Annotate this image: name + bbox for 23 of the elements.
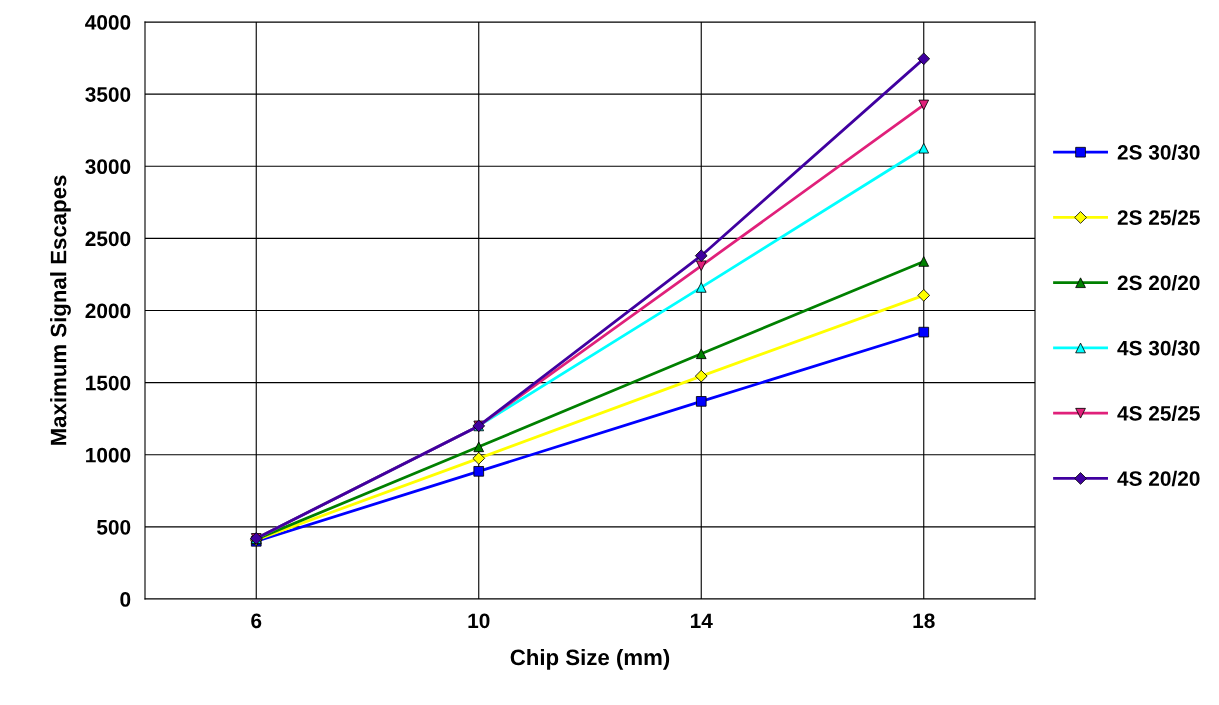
legend-label: 4S 20/20 xyxy=(1117,470,1200,487)
point xyxy=(473,466,485,477)
y-tick-label: 500 xyxy=(97,519,131,535)
y-tick-label: 0 xyxy=(120,592,131,607)
y-tick-label: 1500 xyxy=(86,375,131,391)
legend-label: 4S 25/25 xyxy=(1117,405,1200,421)
y-tick-label: 1000 xyxy=(86,447,131,463)
x-tick-label: 10 xyxy=(468,613,490,629)
legend-label: 2S 20/20 xyxy=(1117,274,1200,291)
x-axis-title: Chip Size (mm) xyxy=(510,648,670,670)
y-tick-label: 3000 xyxy=(85,159,131,175)
y-tick-label: 2500 xyxy=(85,231,131,247)
legend-label: 4S 30/30 xyxy=(1117,340,1200,356)
y-axis-title: Maximum Signal Escapes xyxy=(50,175,71,445)
y-tick-label: 3500 xyxy=(85,87,131,102)
x-tick-label: 18 xyxy=(913,613,935,629)
legend-label: 2S 25/25 xyxy=(1117,209,1200,226)
x-tick-label: 14 xyxy=(690,613,713,628)
x-tick-label: 6 xyxy=(251,613,262,629)
y-tick-label: 4000 xyxy=(85,15,131,30)
point xyxy=(918,326,930,338)
legend-label: 2S 30/30 xyxy=(1117,144,1200,160)
y-tick-label: 2000 xyxy=(85,303,131,319)
